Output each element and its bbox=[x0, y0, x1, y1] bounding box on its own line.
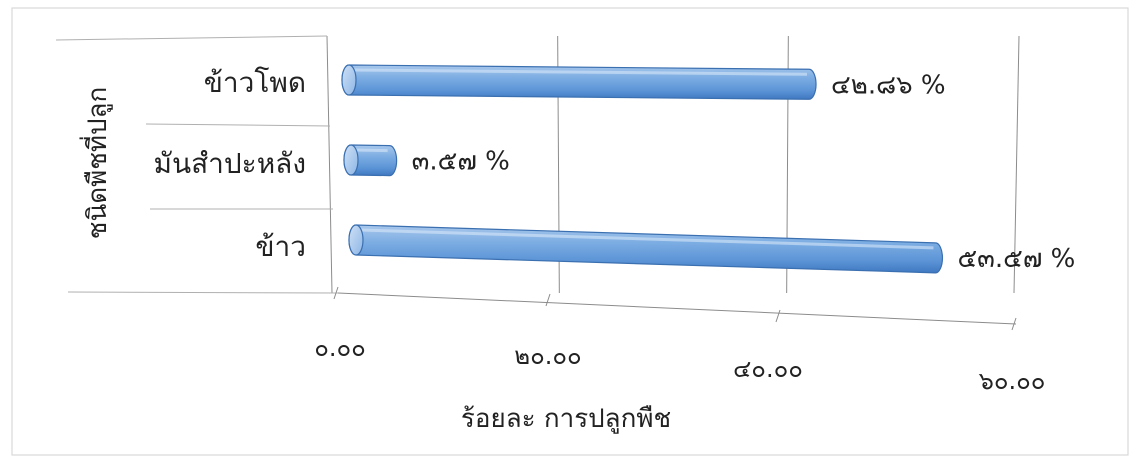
bar-1 bbox=[341, 64, 817, 100]
bar-3 bbox=[348, 224, 944, 274]
x-tick-label: ๐.๐๐ bbox=[314, 334, 366, 362]
bar-cap bbox=[341, 64, 357, 96]
category-label: ข้าวโพด bbox=[204, 66, 306, 99]
x-tick-mark bbox=[1011, 317, 1017, 331]
bar-highlight bbox=[354, 148, 388, 153]
bar-highlight bbox=[359, 228, 934, 250]
x-tick-mark bbox=[775, 309, 781, 323]
x-tick-label: ๒๐.๐๐ bbox=[514, 342, 581, 370]
plot-frame: ๐.๐๐ ๒๐.๐๐ ๔๐.๐๐ ๖๐.๐๐ ข้าวโพดมันสำปะหลังข้า… bbox=[55, 35, 1046, 395]
x-tick-label: ๔๐.๐๐ bbox=[733, 355, 803, 383]
category-label: ข้าว bbox=[255, 230, 306, 263]
category-separator bbox=[145, 123, 331, 127]
bars-layer: ๔๒.๘๖ % ๓.๕๗ % ๕๓.๕๗ % bbox=[341, 64, 1075, 274]
gridline bbox=[326, 35, 333, 294]
bar-highlight bbox=[352, 68, 808, 76]
floor-edge bbox=[337, 292, 1017, 325]
x-tick-mark bbox=[545, 293, 551, 307]
side-wall-base bbox=[67, 291, 339, 294]
side-wall-top bbox=[55, 35, 328, 41]
bar-cap bbox=[348, 224, 364, 256]
x-tick-mark bbox=[333, 286, 339, 300]
y-axis-label: ชนิดพืชที่ปลูก bbox=[79, 87, 113, 239]
data-label: ๓.๕๗ % bbox=[412, 147, 510, 177]
category-label: มันสำปะหลัง bbox=[153, 147, 306, 180]
x-axis-label: ร้อยละ การปลูกพืช bbox=[461, 404, 671, 434]
data-label: ๕๓.๕๗ % bbox=[957, 244, 1075, 274]
bar-cap bbox=[343, 144, 359, 176]
bar-2 bbox=[343, 144, 398, 177]
data-label: ๔๒.๘๖ % bbox=[831, 70, 946, 100]
x-tick-label: ๖๐.๐๐ bbox=[979, 367, 1046, 395]
gridline bbox=[1013, 35, 1020, 294]
